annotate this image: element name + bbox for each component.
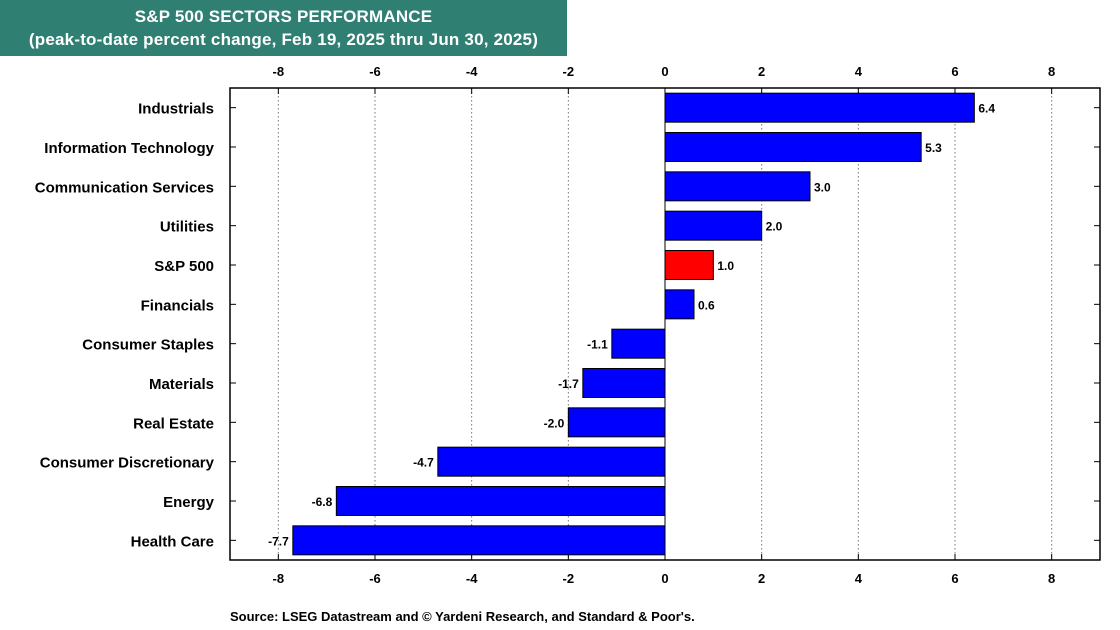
- bar-2: [664, 171, 811, 202]
- bar-1: [664, 132, 922, 162]
- x-tick-label-bottom-0: -8: [273, 571, 285, 586]
- bar-9: [437, 446, 666, 477]
- chart-subtitle: (peak-to-date percent change, Feb 19, 20…: [28, 30, 539, 49]
- x-tick-label-bottom-6: 4: [855, 571, 863, 586]
- category-label-3: Utilities: [160, 219, 214, 236]
- chart-title-banner: S&P 500 SECTORS PERFORMANCE (peak-to-dat…: [0, 0, 567, 56]
- bar-6: [611, 328, 666, 359]
- value-label-8: -2.0: [544, 416, 565, 430]
- category-label-11: Health Care: [131, 533, 214, 550]
- chart-title: S&P 500 SECTORS PERFORMANCE: [134, 7, 433, 26]
- value-label-2: 3.0: [814, 180, 831, 194]
- x-tick-label-bottom-4: 0: [661, 571, 668, 586]
- x-tick-label-top-3: -2: [563, 64, 575, 79]
- x-tick-label-bottom-5: 2: [758, 571, 765, 586]
- value-label-9: -4.7: [413, 456, 434, 470]
- x-tick-label-bottom-8: 8: [1048, 571, 1055, 586]
- value-label-4: 1.0: [717, 259, 734, 273]
- value-label-1: 5.3: [925, 141, 942, 155]
- plot-frame: [229, 87, 1101, 561]
- bar-8: [567, 407, 666, 438]
- category-label-8: Real Estate: [133, 415, 214, 432]
- x-tick-label-top-4: 0: [661, 64, 668, 79]
- category-label-1: Information Technology: [44, 140, 214, 157]
- category-label-6: Consumer Staples: [82, 337, 214, 354]
- value-label-6: -1.1: [587, 338, 608, 352]
- x-tick-label-top-1: -6: [369, 64, 381, 79]
- value-label-0: 6.4: [978, 102, 995, 116]
- x-tick-label-top-0: -8: [273, 64, 285, 79]
- x-tick-label-top-7: 6: [951, 64, 958, 79]
- value-label-10: -6.8: [312, 495, 333, 509]
- bar-7: [582, 368, 666, 398]
- category-label-5: Financials: [141, 297, 214, 314]
- category-label-7: Materials: [149, 376, 214, 393]
- x-tick-label-bottom-3: -2: [563, 571, 575, 586]
- bar-0: [664, 92, 975, 123]
- category-label-10: Energy: [163, 494, 215, 511]
- value-label-7: -1.7: [558, 377, 579, 391]
- value-label-5: 0.6: [698, 298, 715, 312]
- bar-10: [335, 486, 666, 516]
- category-label-0: Industrials: [138, 101, 214, 118]
- category-label-4: S&P 500: [154, 258, 214, 275]
- value-label-3: 2.0: [766, 220, 783, 234]
- category-label-2: Communication Services: [35, 179, 214, 196]
- bar-3: [664, 210, 763, 241]
- bar-11: [292, 525, 666, 556]
- x-tick-label-top-2: -4: [466, 64, 478, 79]
- x-tick-label-top-8: 8: [1048, 64, 1055, 79]
- bar-4: [664, 250, 714, 280]
- x-tick-label-bottom-2: -4: [466, 571, 478, 586]
- x-tick-label-bottom-1: -6: [369, 571, 381, 586]
- bar-5: [664, 289, 695, 320]
- category-label-9: Consumer Discretionary: [40, 455, 215, 472]
- source-note: Source: LSEG Datastream and © Yardeni Re…: [230, 609, 695, 624]
- x-tick-label-top-5: 2: [758, 64, 765, 79]
- value-label-11: -7.7: [268, 534, 289, 548]
- x-tick-label-bottom-7: 6: [951, 571, 958, 586]
- x-tick-label-top-6: 4: [855, 64, 863, 79]
